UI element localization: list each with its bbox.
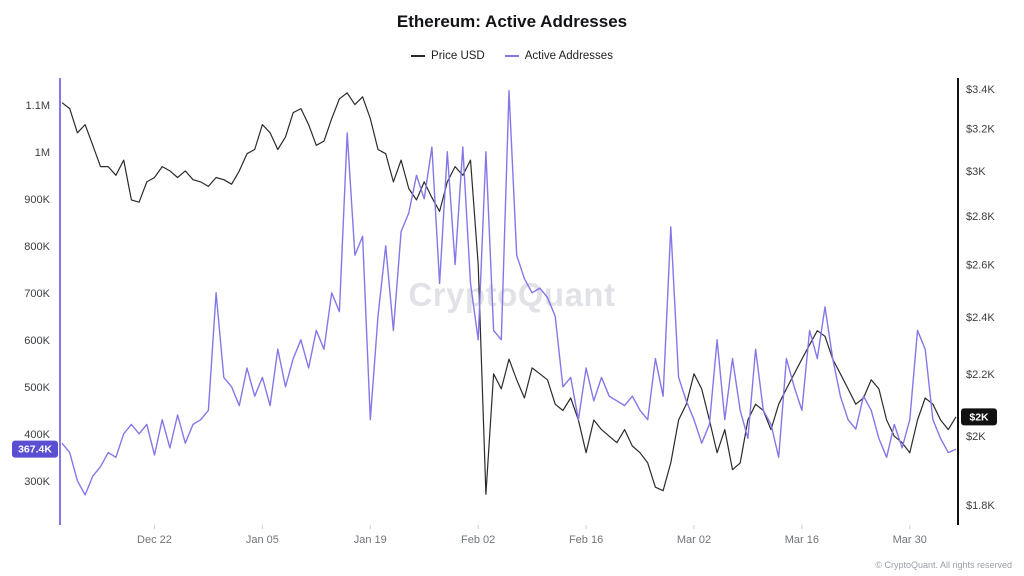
legend-label-active-addresses: Active Addresses: [524, 50, 613, 62]
y-axis-left-tick-label: 400K: [24, 429, 50, 441]
y-axis-right-tick-label: $2K: [966, 431, 986, 443]
y-axis-left-tick-label: 800K: [24, 241, 50, 253]
y-axis-right-tick-label: $1.8K: [966, 500, 995, 512]
current-value-badge-active-addresses: [12, 440, 58, 458]
y-axis-left-tick-label: 900K: [24, 194, 50, 206]
current-value-badge-price-usd: [961, 408, 997, 426]
legend-item-active-addresses[interactable]: Active Addresses: [504, 50, 613, 62]
x-axis-tick-label: Mar 30: [893, 534, 927, 546]
price-line-swatch: [411, 55, 426, 57]
legend-item-price-usd[interactable]: Price USD: [411, 50, 485, 62]
y-axis-right-tick-label: $3.4K: [966, 84, 995, 96]
x-axis-tick-label: Jan 19: [354, 534, 387, 546]
y-axis-right-tick-label: $2.4K: [966, 312, 995, 324]
active-addresses-line: [61, 89, 957, 496]
current-value-badge-label-price-usd: $2K: [969, 411, 989, 423]
y-axis-left-tick-label: 700K: [24, 288, 50, 300]
active-addresses-line-swatch: [504, 55, 519, 57]
y-axis-left-tick-label: 500K: [24, 382, 50, 394]
y-axis-right-tick-label: $2.6K: [966, 260, 995, 272]
x-axis-tick-label: Jan 05: [246, 534, 279, 546]
x-axis-tick-label: Mar 16: [785, 534, 819, 546]
y-axis-right-tick-label: $2.2K: [966, 369, 995, 381]
page-title: Ethereum: Active Addresses: [396, 12, 628, 31]
y-axis-left-tick-label: 300K: [24, 476, 50, 488]
copyright-notice: © CryptoQuant. All rights reserved: [875, 560, 1012, 570]
y-axis-left-tick-label: 1M: [35, 147, 50, 159]
x-axis-tick-label: Dec 22: [137, 534, 172, 546]
x-axis-tick-label: Feb 02: [461, 534, 495, 546]
y-axis-right-tick-label: $3K: [966, 166, 986, 178]
x-axis-tick-label: Mar 02: [677, 534, 711, 546]
cryptoquant-watermark: CryptoQuant: [408, 276, 616, 313]
current-value-badge-label-active-addresses: 367.4K: [18, 444, 52, 456]
y-axis-left-tick-label: 600K: [24, 335, 50, 347]
price-usd-line: [61, 92, 957, 495]
legend-label-price-usd: Price USD: [431, 50, 485, 62]
y-axis-right-tick-label: $3.2K: [966, 124, 995, 136]
y-axis-left-tick-label: 1.1M: [26, 100, 50, 112]
x-axis-tick-label: Feb 16: [569, 534, 603, 546]
legend: Price USD Active Addresses: [0, 50, 1024, 62]
y-axis-right-tick-label: $2.8K: [966, 211, 995, 223]
